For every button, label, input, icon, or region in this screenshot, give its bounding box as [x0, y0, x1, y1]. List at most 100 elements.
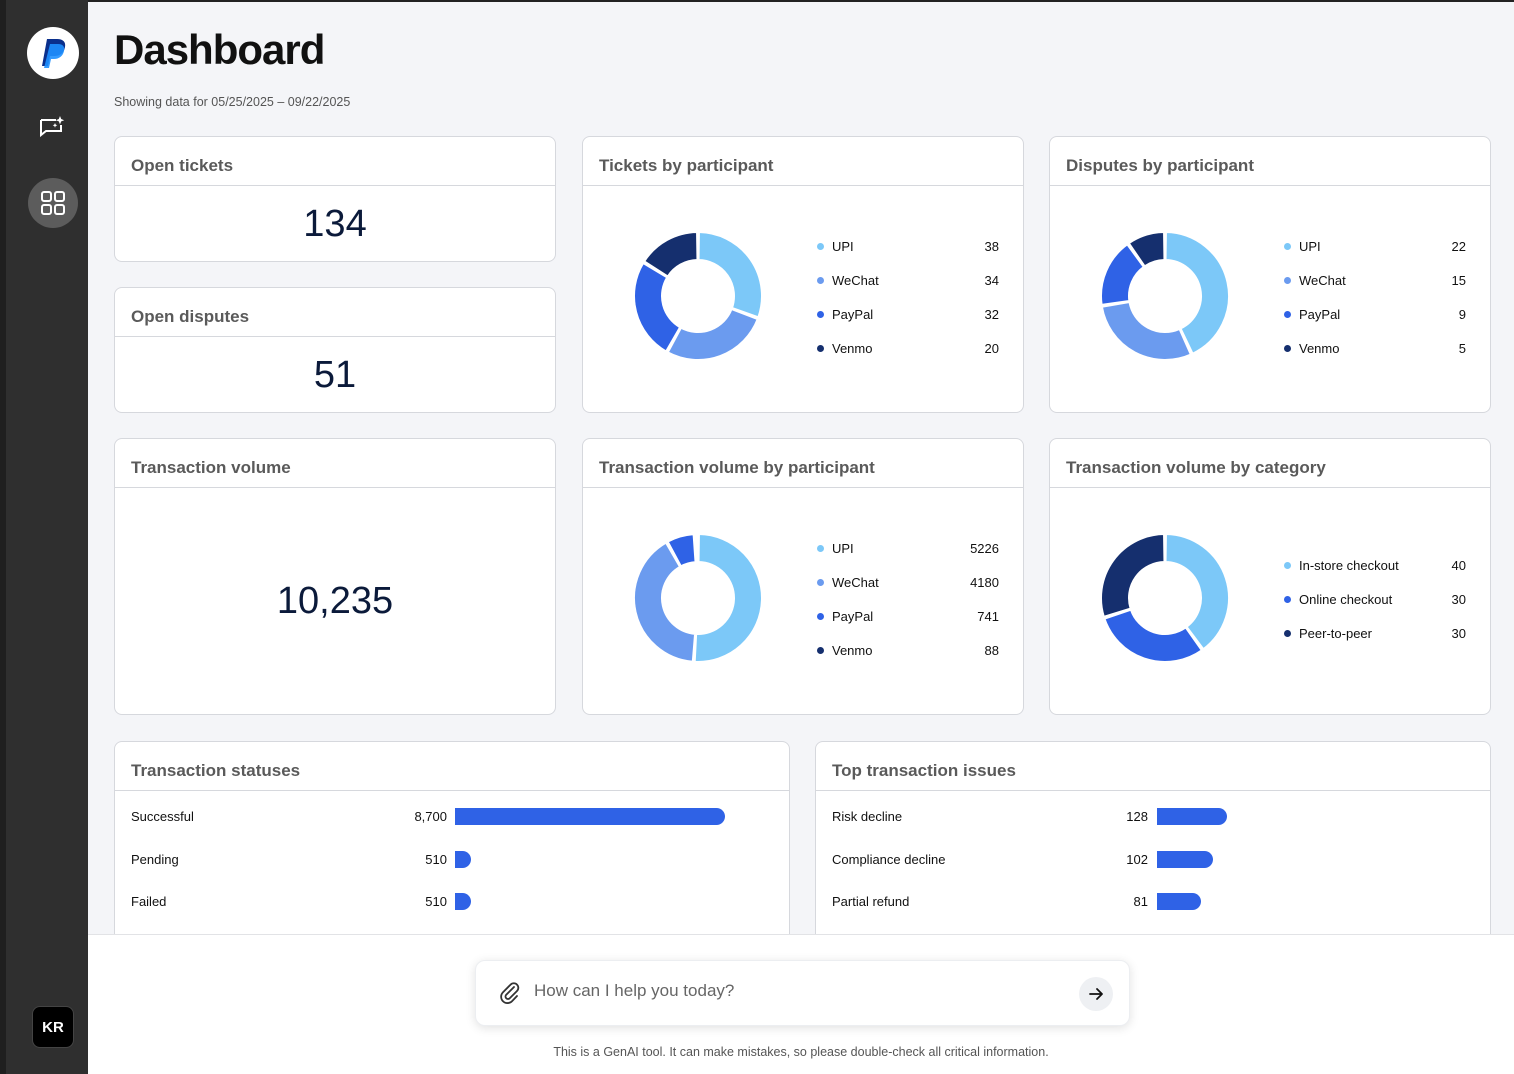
card-title: Tickets by participant [583, 137, 1023, 186]
legend-value: 741 [977, 608, 999, 624]
legend-dot [1284, 595, 1291, 603]
bar-compliance-decline[interactable] [1157, 850, 1213, 868]
ai-chat-icon[interactable] [34, 110, 70, 146]
paperclip-icon[interactable] [498, 981, 520, 1010]
donut-slice-venmo[interactable] [694, 532, 699, 564]
legend-dot [817, 646, 824, 654]
bar-value: 510 [425, 893, 447, 909]
donut-slice-peer-to-peer[interactable] [1100, 532, 1166, 619]
legend-item: UPI 22 [1284, 229, 1466, 263]
donut-chart [1100, 532, 1230, 668]
legend-label: Venmo [832, 642, 873, 658]
send-button[interactable] [1079, 977, 1113, 1011]
legend-dot [817, 310, 824, 318]
open-tickets-card: Open tickets 134 [114, 136, 556, 262]
paypal-logo[interactable] [27, 27, 79, 79]
sidebar: KR [0, 0, 88, 1074]
legend-item: PayPal 741 [817, 599, 999, 633]
chat-panel: This is a GenAI tool. It can make mistak… [88, 934, 1514, 1074]
date-range-text: Showing data for 05/25/2025 – 09/22/2025 [114, 95, 351, 109]
donut-slice-wechat[interactable] [633, 541, 697, 663]
legend-item: In-store checkout 40 [1284, 548, 1466, 582]
bar-row: Partial refund 81 [832, 891, 1474, 911]
legend-dot [817, 544, 824, 552]
donut-slice-wechat[interactable] [666, 307, 759, 361]
card-title: Transaction volume by participant [583, 439, 1023, 488]
top-divider [88, 0, 1514, 2]
donut-slice-venmo[interactable] [642, 230, 699, 278]
legend-dot [1284, 344, 1291, 352]
legend-item: PayPal 9 [1284, 297, 1466, 331]
bar-row: Failed 510 [131, 891, 773, 911]
legend-label: UPI [832, 540, 854, 556]
legend-value: 4180 [970, 574, 999, 590]
legend-value: 88 [984, 642, 999, 658]
legend-label: UPI [1299, 238, 1321, 254]
card-title: Transaction volume [115, 439, 555, 488]
legend-item: Peer-to-peer 30 [1284, 616, 1466, 650]
donut-chart [1100, 230, 1230, 366]
donut-slice-paypal[interactable] [1100, 242, 1146, 306]
chat-input[interactable] [534, 981, 1054, 1001]
open-disputes-value: 51 [313, 353, 357, 396]
donut-slice-paypal[interactable] [666, 533, 697, 568]
bar-value: 8,700 [414, 808, 447, 824]
donut-slice-paypal[interactable] [633, 261, 682, 353]
legend-label: PayPal [832, 306, 874, 322]
legend-label: WeChat [832, 272, 879, 288]
bar-pending[interactable] [455, 850, 471, 868]
donut-slice-wechat[interactable] [1100, 300, 1193, 361]
legend-label: Venmo [1299, 340, 1340, 356]
chart-legend: In-store checkout 40 Online checkout 30 Peer… [1284, 548, 1466, 650]
bar-partial-refund[interactable] [1157, 892, 1202, 910]
bar-failed[interactable] [455, 892, 471, 910]
legend-label: WeChat [1299, 272, 1346, 288]
legend-value: 20 [984, 340, 999, 356]
legend-item: Online checkout 30 [1284, 582, 1466, 616]
legend-dot [817, 276, 824, 284]
legend-value: 22 [1451, 238, 1466, 254]
bar-label: Pending [131, 851, 179, 867]
legend-label: UPI [832, 238, 854, 254]
volume-by-category-card: Transaction volume by category In-store … [1049, 438, 1491, 715]
donut-slice-in-store-checkout[interactable] [1164, 532, 1230, 651]
tickets-by-participant-card: Tickets by participant UPI 38 WeChat 34 PayP… [582, 136, 1024, 413]
donut-slice-upi[interactable] [693, 532, 763, 663]
card-title: Top transaction issues [816, 742, 1490, 791]
legend-value: 15 [1451, 272, 1466, 288]
legend-dot [817, 612, 824, 620]
bar-successful[interactable] [455, 807, 725, 825]
legend-value: 34 [984, 272, 999, 288]
legend-item: WeChat 4180 [817, 565, 999, 599]
open-disputes-card: Open disputes 51 [114, 287, 556, 413]
legend-label: PayPal [1299, 306, 1341, 322]
transaction-volume-card: Transaction volume 10,235 [114, 438, 556, 715]
disputes-by-participant-card: Disputes by participant UPI 22 WeChat 15 Pay… [1049, 136, 1491, 413]
legend-item: UPI 38 [817, 229, 999, 263]
legend-item: WeChat 15 [1284, 263, 1466, 297]
donut-slice-upi[interactable] [697, 230, 763, 319]
legend-label: Peer-to-peer [1299, 625, 1372, 641]
legend-dot [817, 344, 824, 352]
legend-dot [1284, 276, 1291, 284]
page-title: Dashboard [114, 26, 325, 73]
donut-slice-online-checkout[interactable] [1103, 608, 1204, 663]
legend-value: 32 [984, 306, 999, 322]
legend-item: WeChat 34 [817, 263, 999, 297]
legend-item: UPI 5226 [817, 531, 999, 565]
bar-risk-decline[interactable] [1157, 807, 1227, 825]
legend-label: In-store checkout [1299, 557, 1399, 573]
legend-dot [1284, 242, 1291, 250]
donut-slice-venmo[interactable] [1127, 230, 1166, 268]
user-avatar[interactable]: KR [32, 1006, 74, 1048]
bar-label: Risk decline [832, 808, 903, 824]
legend-dot [817, 578, 824, 586]
bar-value: 510 [425, 851, 447, 867]
legend-value: 38 [984, 238, 999, 254]
bar-label: Failed [131, 893, 167, 909]
dashboard-grid-icon[interactable] [28, 178, 78, 228]
legend-label: Online checkout [1299, 591, 1393, 607]
open-tickets-value: 134 [303, 202, 367, 245]
donut-slice-upi[interactable] [1164, 230, 1230, 356]
legend-value: 5 [1458, 340, 1466, 356]
